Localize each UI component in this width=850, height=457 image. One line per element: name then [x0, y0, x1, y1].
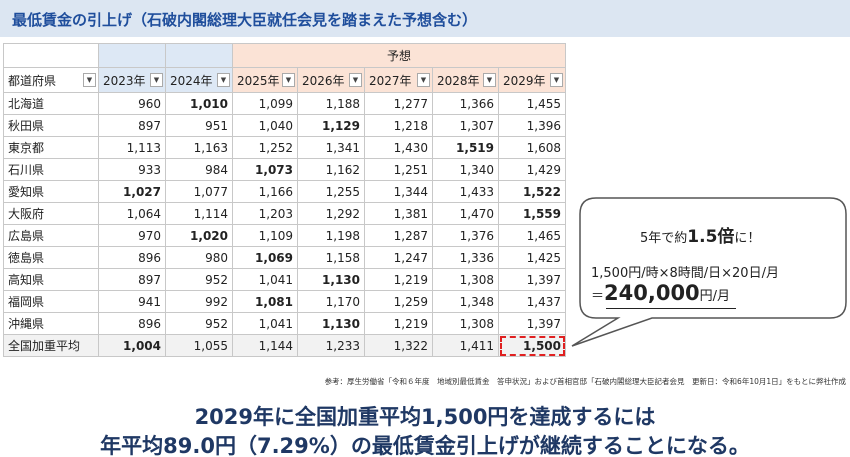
cell: 1,292: [297, 202, 365, 225]
emphasis: 1.5倍: [687, 227, 735, 247]
cell: 1,433: [432, 180, 499, 203]
cell: 1,397: [498, 312, 566, 335]
wage-table: 予想 都道府県 ▼ 2023年 ▼ 2024年 ▼ 2025年 ▼ 2026年 ▼ 2027年 ▼ 202…: [3, 43, 566, 357]
row-label: 秋田県: [3, 114, 99, 137]
cell: 1,411: [432, 334, 499, 357]
cell: 1,396: [498, 114, 566, 137]
cell: 1,522: [498, 180, 566, 203]
header-row: 都道府県 ▼ 2023年 ▼ 2024年 ▼ 2025年 ▼ 2026年 ▼ 2027年 ▼ 2028年…: [3, 67, 566, 93]
table-row: 愛知県 1,027 1,077 1,166 1,255 1,344 1,433 1,522: [3, 180, 566, 203]
group-row: 予想: [3, 43, 566, 68]
cell: 1,219: [364, 268, 433, 291]
cell: 1,307: [432, 114, 499, 137]
row-label: 全国加重平均: [3, 334, 99, 357]
cell: 1,041: [232, 268, 298, 291]
cell: 1,027: [98, 180, 166, 203]
column-header: 都道府県 ▼: [3, 67, 99, 93]
cell: 1,073: [232, 158, 298, 181]
cell: 1,144: [232, 334, 298, 357]
group-header: 予想: [232, 43, 566, 68]
column-header: 2026年 ▼: [297, 67, 365, 93]
cell: 1,308: [432, 312, 499, 335]
filter-button[interactable]: ▼: [150, 73, 163, 87]
text: ＝: [591, 289, 605, 304]
cell: 1,004: [98, 334, 166, 357]
underline: [606, 308, 736, 309]
row-label: 高知県: [3, 268, 99, 291]
conclusion: 年平均89.0円（7.29%）の最低賃金引上げが継続することになる。: [100, 434, 750, 457]
title: 最低賃金の引上げ（石破内閣総理大臣就任会見を踏まえた予想含む）: [12, 11, 478, 29]
cell: 1,366: [432, 92, 499, 115]
cell: 1,233: [297, 334, 365, 357]
column-header: 2023年 ▼: [98, 67, 166, 93]
table-row: 秋田県 897 951 1,040 1,129 1,218 1,307 1,396: [3, 114, 566, 137]
filter-button[interactable]: ▼: [550, 73, 563, 87]
table-row: 高知県 897 952 1,041 1,130 1,219 1,308 1,397: [3, 268, 566, 291]
source-note: 参考：厚生労働省「令和６年度 地域別最低賃金 答申状況」および首相官邸「石破内閣…: [324, 377, 846, 386]
row-label: 東京都: [3, 136, 99, 159]
cell: 1,166: [232, 180, 298, 203]
filter-button[interactable]: ▼: [282, 73, 295, 87]
cell: 1,158: [297, 246, 365, 269]
cell: 970: [98, 224, 166, 247]
cell: 1,129: [297, 114, 365, 137]
cell: 1,429: [498, 158, 566, 181]
filter-button[interactable]: ▼: [217, 73, 230, 87]
cell: 1,055: [165, 334, 233, 357]
cell: 1,255: [297, 180, 365, 203]
cell: 1,064: [98, 202, 166, 225]
cell: 1,559: [498, 202, 566, 225]
cell: 1,170: [297, 290, 365, 313]
cell: 980: [165, 246, 233, 269]
column-header: 2029年 ▼: [498, 67, 566, 93]
table-row: 沖縄県 896 952 1,041 1,130 1,219 1,308 1,397: [3, 312, 566, 335]
cell: 1,341: [297, 136, 365, 159]
table-row: 広島県 970 1,020 1,109 1,198 1,287 1,376 1,465: [3, 224, 566, 247]
cell: 1,376: [432, 224, 499, 247]
title-bar: 最低賃金の引上げ（石破内閣総理大臣就任会見を踏まえた予想含む）: [0, 0, 850, 37]
filter-button[interactable]: ▼: [349, 73, 362, 87]
emphasis: 240,000: [604, 281, 700, 305]
cell: 1,470: [432, 202, 499, 225]
table-row: 全国加重平均 1,004 1,055 1,144 1,233 1,322 1,411 1,50…: [3, 334, 566, 357]
cell: 1,041: [232, 312, 298, 335]
callout-line2: 1,500円/時×8時間/日×20日/月: [591, 266, 779, 281]
callout-bubble: [571, 197, 847, 347]
cell: 1,500: [498, 334, 566, 357]
text: に！: [734, 231, 761, 246]
row-label: 徳島県: [3, 246, 99, 269]
text: 円/月: [699, 289, 731, 304]
cell: 1,322: [364, 334, 433, 357]
cell: 1,020: [165, 224, 233, 247]
conclusion: 2029年に全国加重平均1,500円を達成するには: [194, 405, 656, 429]
cell: 1,287: [364, 224, 433, 247]
cell: 1,114: [165, 202, 233, 225]
cell: 952: [165, 312, 233, 335]
filter-button[interactable]: ▼: [417, 73, 430, 87]
text: 5年で約: [640, 231, 688, 246]
filter-button[interactable]: ▼: [83, 73, 96, 87]
callout-line1: 5年で約1.5倍に！: [640, 222, 760, 247]
column-header: 2028年 ▼: [432, 67, 499, 93]
callout-line3: ＝240,000円/月: [591, 281, 730, 305]
cell: 1,519: [432, 136, 499, 159]
table-row: 大阪府 1,064 1,114 1,203 1,292 1,381 1,470 1,559: [3, 202, 566, 225]
filter-button[interactable]: ▼: [483, 73, 496, 87]
cell: 1,608: [498, 136, 566, 159]
row-label: 沖縄県: [3, 312, 99, 335]
column-header: 2024年 ▼: [165, 67, 233, 93]
